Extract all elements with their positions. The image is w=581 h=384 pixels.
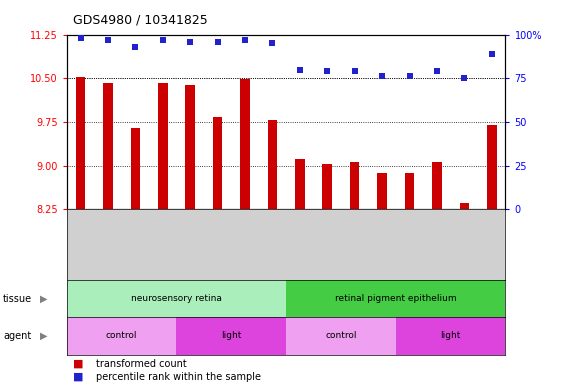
Text: GDS4980 / 10341825: GDS4980 / 10341825	[73, 13, 207, 26]
Text: ■: ■	[73, 359, 83, 369]
Text: neurosensory retina: neurosensory retina	[131, 294, 222, 303]
Bar	[158, 83, 167, 209]
Text: light: light	[440, 331, 461, 341]
Bar	[67, 317, 177, 355]
Bar	[213, 117, 223, 209]
Bar	[240, 79, 250, 209]
Point	[185, 38, 195, 45]
Text: control: control	[106, 331, 137, 341]
Bar	[286, 317, 396, 355]
Point	[103, 37, 113, 43]
Bar	[396, 317, 505, 355]
Bar	[76, 77, 85, 209]
Bar	[322, 164, 332, 209]
Point	[322, 68, 332, 74]
Point	[213, 38, 223, 45]
Bar	[405, 172, 414, 209]
Text: transformed count: transformed count	[96, 359, 187, 369]
Bar	[185, 85, 195, 209]
Text: control: control	[325, 331, 357, 341]
Bar	[295, 159, 304, 209]
Point	[241, 37, 250, 43]
Point	[350, 68, 359, 74]
Text: ▶: ▶	[40, 331, 47, 341]
Point	[405, 73, 414, 79]
Bar	[131, 128, 140, 209]
Text: percentile rank within the sample: percentile rank within the sample	[96, 372, 261, 382]
Bar	[286, 280, 505, 317]
Point	[295, 66, 304, 73]
Bar	[103, 83, 113, 209]
Text: retinal pigment epithelium: retinal pigment epithelium	[335, 294, 457, 303]
Point	[268, 40, 277, 46]
Bar	[432, 162, 442, 209]
Bar	[350, 162, 360, 209]
Bar	[177, 317, 286, 355]
Point	[76, 35, 85, 41]
Text: light: light	[221, 331, 242, 341]
Text: ■: ■	[73, 372, 83, 382]
Point	[432, 68, 442, 74]
Text: agent: agent	[3, 331, 31, 341]
Point	[378, 73, 387, 79]
Text: tissue: tissue	[3, 293, 32, 304]
Text: ▶: ▶	[40, 293, 47, 304]
Bar	[268, 119, 277, 209]
Point	[131, 44, 140, 50]
Point	[158, 37, 167, 43]
Bar	[487, 126, 497, 209]
Bar	[67, 280, 286, 317]
Bar	[377, 172, 387, 209]
Bar	[460, 204, 469, 209]
Point	[487, 51, 496, 57]
Point	[460, 75, 469, 81]
